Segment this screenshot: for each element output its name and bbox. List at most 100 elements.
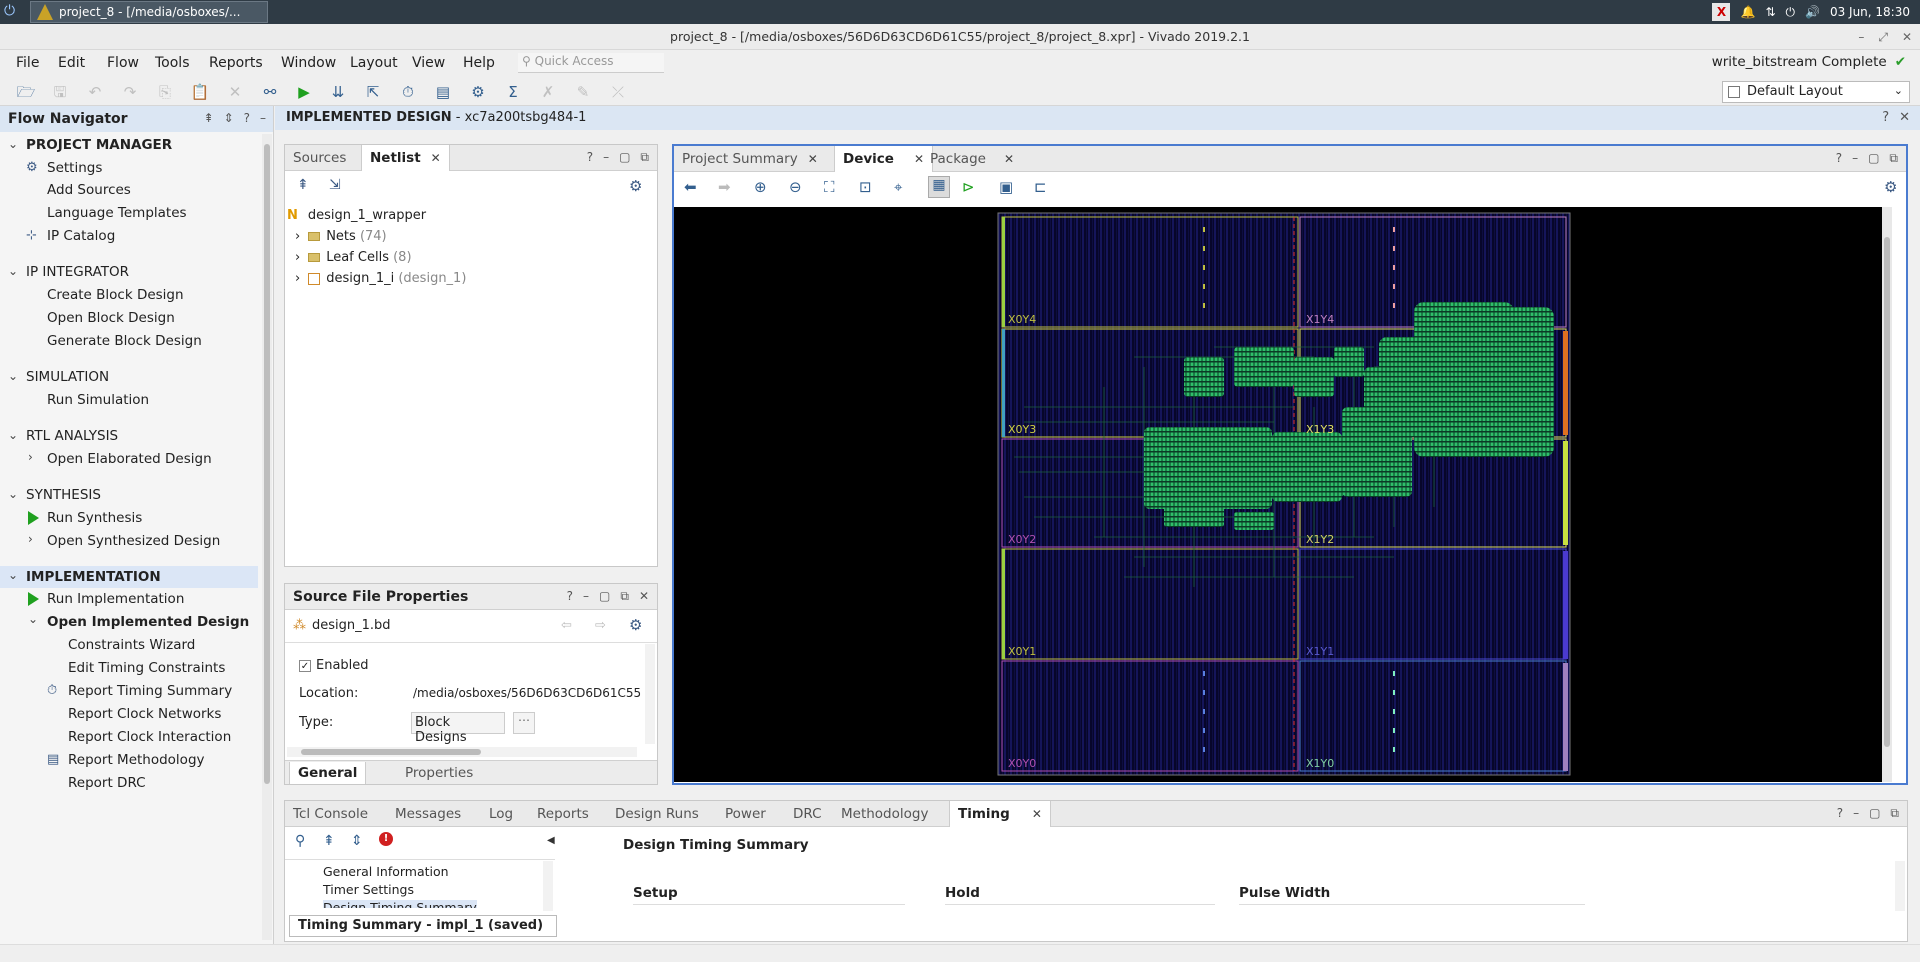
expand-all-icon[interactable]: ⇕ <box>351 833 363 849</box>
menu-tools[interactable]: Tools <box>155 55 190 71</box>
pblock-icon[interactable]: ▣ <box>999 178 1014 196</box>
help-icon[interactable]: ? <box>1836 806 1844 820</box>
float-icon[interactable]: ⧉ <box>640 150 649 164</box>
tab-reports[interactable]: Reports <box>537 806 589 822</box>
nav-section-project-manager[interactable]: ⌄ PROJECT MANAGER <box>8 137 173 153</box>
timer-icon[interactable]: ⏱ <box>402 83 414 101</box>
paste-icon[interactable]: 📋 <box>190 83 210 101</box>
nav-report-timing-summary[interactable]: ⏱ Report Timing Summary <box>47 683 233 699</box>
tab-methodology[interactable]: Methodology <box>841 806 929 822</box>
expand-all-icon[interactable]: ⇕ <box>223 111 234 125</box>
tree-scrollbar[interactable] <box>543 861 553 911</box>
device-floorplan[interactable]: X0Y4 X1Y4 X0Y3 X1Y3 X0Y2 X1Y2 X0Y1 X1Y1 … <box>674 207 1892 782</box>
close-tab-icon[interactable]: ✕ <box>1003 152 1015 166</box>
restore-icon[interactable]: ▢ <box>599 589 611 603</box>
taskbar-window-button[interactable]: project_8 - [/media/osboxes/... <box>30 1 268 23</box>
back-icon[interactable]: ⬅ <box>684 178 697 196</box>
tree-timer-settings[interactable]: Timer Settings <box>323 882 414 897</box>
undo-icon[interactable]: ↶ <box>88 83 102 101</box>
close-tab-icon[interactable]: ✕ <box>807 152 818 166</box>
volume-icon[interactable]: 🔊 <box>1805 5 1820 19</box>
nav-constraints-wizard[interactable]: Constraints Wizard <box>68 637 196 653</box>
nav-run-synthesis[interactable]: Run Synthesis <box>0 508 260 530</box>
settings-gear-icon[interactable]: ⚙ <box>1884 178 1898 196</box>
menu-flow[interactable]: Flow <box>107 55 139 71</box>
collapse-all-icon[interactable]: ⇞ <box>297 177 309 193</box>
open-project-icon[interactable]: 🗁 <box>16 83 36 101</box>
enabled-checkbox[interactable]: ✓ Enabled <box>299 658 369 673</box>
forward-arrow-icon[interactable]: ⇨ <box>595 618 606 633</box>
nav-open-synthesized-design[interactable]: › Open Synthesized Design <box>28 532 221 549</box>
clock-region-x0y0[interactable] <box>1001 660 1299 772</box>
tab-general[interactable]: General <box>289 762 367 784</box>
minimize-panel-icon[interactable]: – <box>260 111 266 125</box>
minimize-icon[interactable]: – <box>1858 30 1865 44</box>
netlist-nets[interactable]: › Nets (74) <box>295 229 387 244</box>
timing-report-name[interactable]: Timing Summary - impl_1 (saved) <box>289 915 557 937</box>
help-icon[interactable]: ? <box>1882 110 1890 125</box>
sfp-vertical-scrollbar[interactable] <box>645 644 655 744</box>
minimize-icon[interactable]: – <box>603 150 610 164</box>
collapse-panel-icon[interactable]: ◀ <box>547 835 555 846</box>
flow-navigator-scrollbar[interactable] <box>262 134 272 940</box>
nav-add-sources[interactable]: Add Sources <box>47 182 131 198</box>
tab-log[interactable]: Log <box>489 806 514 822</box>
float-icon[interactable]: ⧉ <box>1890 806 1899 820</box>
power-icon[interactable]: ⏻ <box>1785 4 1796 19</box>
settings-gear-icon[interactable]: ⚙ <box>471 83 485 101</box>
close-icon[interactable]: ✕ <box>1899 110 1910 125</box>
maximize-icon[interactable]: ⤢ <box>1878 30 1888 44</box>
help-icon[interactable]: ? <box>586 150 594 164</box>
program-device-icon[interactable]: ⇊ <box>331 83 345 101</box>
menu-edit[interactable]: Edit <box>58 55 86 71</box>
collapse-all-icon[interactable]: ⇞ <box>323 833 335 849</box>
tree-general-information[interactable]: General Information <box>323 864 449 879</box>
nav-open-elaborated-design[interactable]: › Open Elaborated Design <box>28 450 212 467</box>
create-pblock-icon[interactable]: ⊏ <box>1034 178 1047 196</box>
minimize-icon[interactable]: – <box>1852 151 1859 165</box>
tab-sources[interactable]: Sources <box>293 150 347 166</box>
tab-timing[interactable]: Timing ✕ <box>949 801 1051 827</box>
close-tab-icon[interactable]: ✕ <box>430 151 441 165</box>
bell-icon[interactable]: 🔔 <box>1740 5 1756 19</box>
more-button[interactable]: ⋯ <box>513 712 535 734</box>
layout-select[interactable]: Default Layout ⌄ <box>1722 81 1910 103</box>
place-ports-icon[interactable]: ⊳ <box>962 178 975 196</box>
close-tab-icon[interactable]: ✕ <box>1031 807 1042 821</box>
close-icon[interactable]: ✕ <box>1901 30 1912 44</box>
menu-layout[interactable]: Layout <box>350 55 398 71</box>
nav-language-templates[interactable]: Language Templates <box>47 205 187 221</box>
auto-fit-icon[interactable]: ⌖ <box>894 178 903 196</box>
delete-icon[interactable]: ✕ <box>228 83 242 101</box>
tool-c-icon[interactable]: ⤫ <box>611 83 624 101</box>
restore-icon[interactable]: ▢ <box>619 150 631 164</box>
tree-design-timing-summary[interactable]: Design Timing Summary <box>323 900 477 908</box>
zoom-in-icon[interactable]: ⊕ <box>754 178 767 196</box>
nav-section-implementation[interactable]: ⌄ IMPLEMENTATION <box>0 566 258 588</box>
run-icon[interactable]: ▶ <box>298 83 310 101</box>
tab-netlist[interactable]: Netlist ✕ <box>361 145 450 171</box>
nav-edit-timing-constraints[interactable]: Edit Timing Constraints <box>68 660 226 676</box>
nav-ip-catalog[interactable]: ⊹ IP Catalog <box>26 228 116 244</box>
close-icon[interactable]: ✕ <box>638 589 649 603</box>
menu-window[interactable]: Window <box>281 55 337 71</box>
open-hw-manager-icon[interactable]: ⇱ <box>366 83 380 101</box>
float-icon[interactable]: ⧉ <box>620 589 629 603</box>
quick-access-input[interactable]: ⚲ Quick Access <box>518 53 664 73</box>
settings-gear-icon[interactable]: ⚙ <box>629 177 643 195</box>
search-icon[interactable]: ⚲ <box>295 833 306 849</box>
sfp-horizontal-scrollbar[interactable] <box>287 747 637 757</box>
help-icon[interactable]: ? <box>243 111 250 125</box>
save-icon[interactable]: 🖫 <box>53 83 67 101</box>
find-icon[interactable]: ⚯ <box>263 83 277 101</box>
netlist-design-instance[interactable]: › design_1_i (design_1) <box>295 271 467 286</box>
tab-device[interactable]: Device ✕ <box>834 146 934 172</box>
nav-open-block-design[interactable]: Open Block Design <box>47 310 175 326</box>
nav-section-ip-integrator[interactable]: ⌄ IP INTEGRATOR <box>8 264 130 280</box>
zoom-selection-icon[interactable]: ⊡ <box>859 178 872 196</box>
tab-design-runs[interactable]: Design Runs <box>615 806 699 822</box>
nav-report-methodology[interactable]: ▤ Report Methodology <box>47 752 205 768</box>
help-icon[interactable]: ? <box>566 589 574 603</box>
copy-icon[interactable]: ⎘ <box>158 83 171 101</box>
